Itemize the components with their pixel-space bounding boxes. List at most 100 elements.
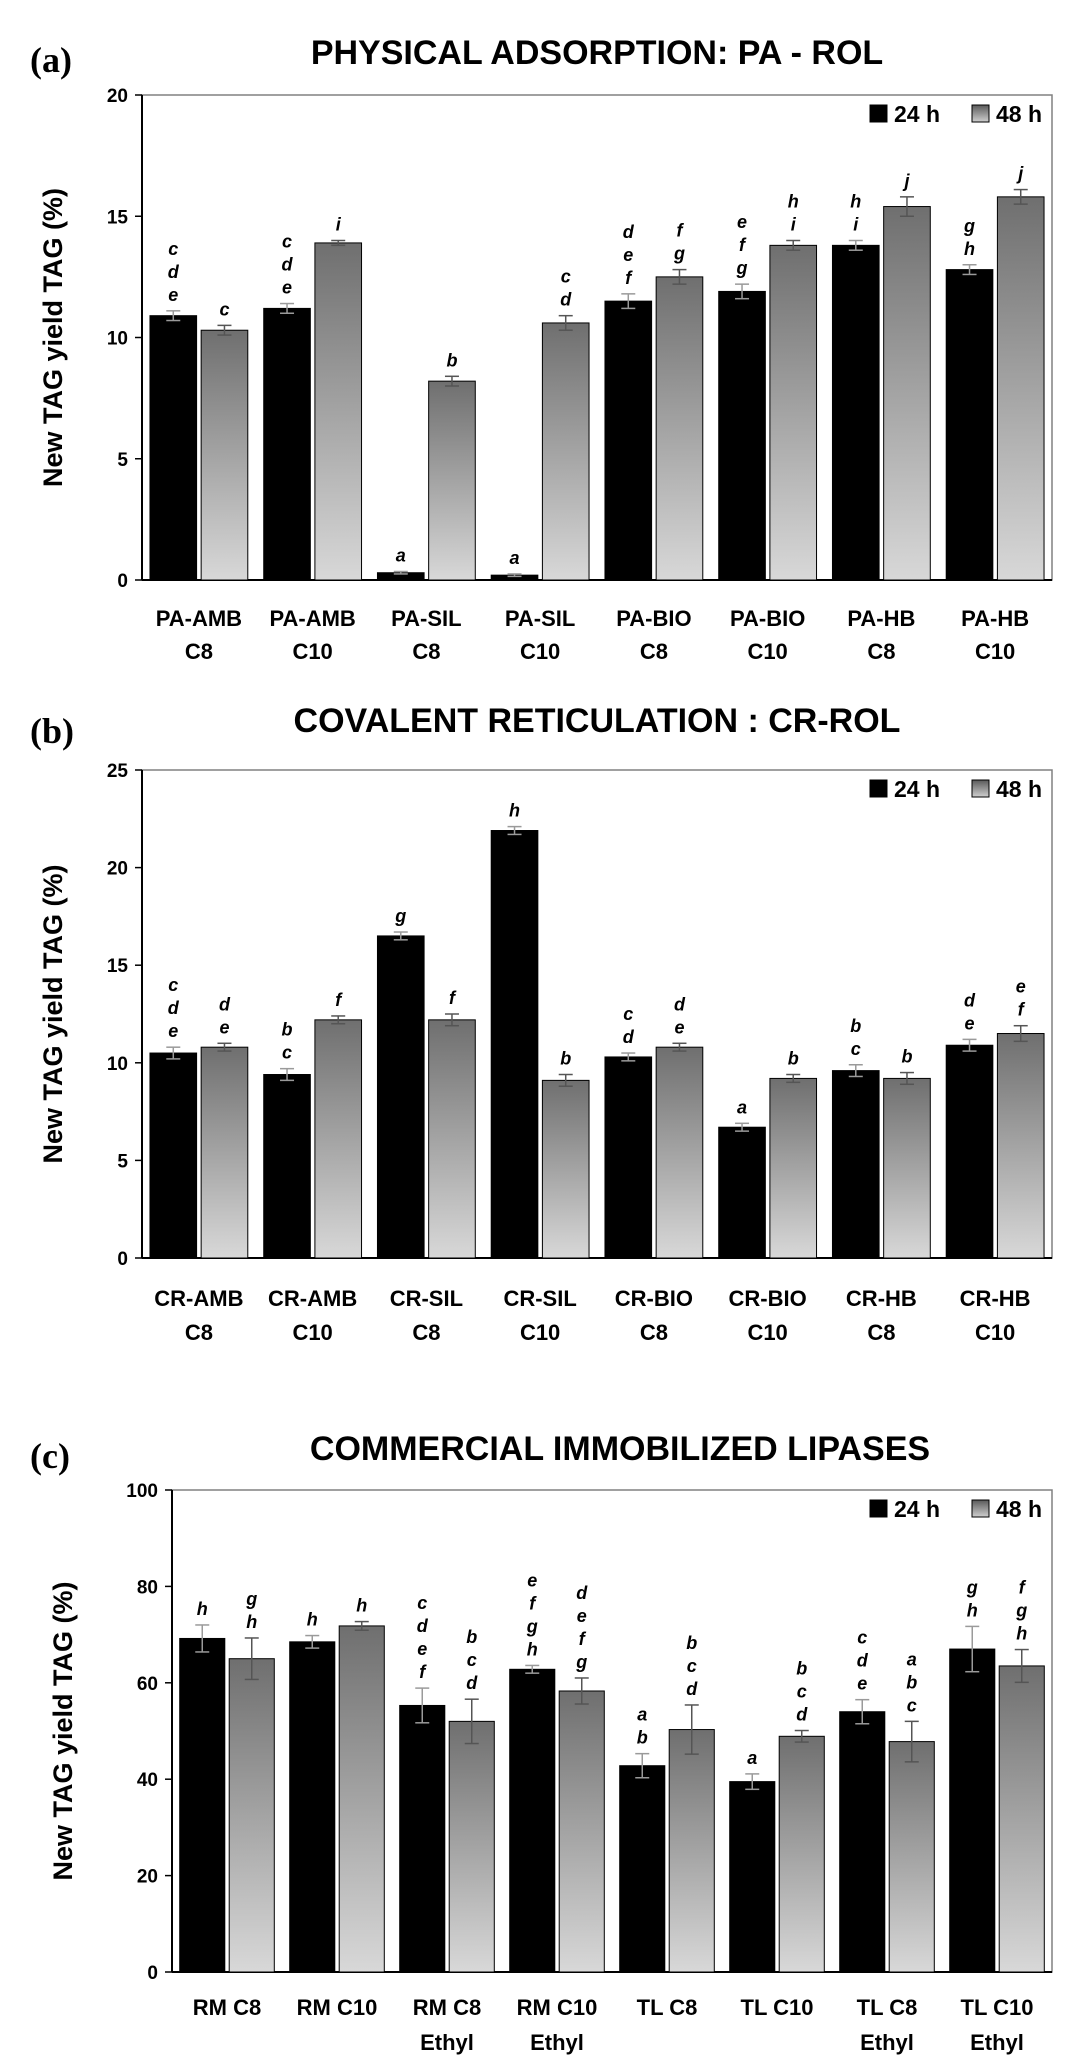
bar-c-48h [558,1690,605,1973]
x-category-label-a: PA-BIO [616,606,691,631]
x-category-label-a: PA-BIO [730,606,805,631]
legend-swatch-48h [971,104,990,123]
significance-letter-a: i [336,215,342,235]
bar-c-24h [619,1765,666,1973]
significance-letter-b: b [560,1049,571,1069]
significance-letter-b: c [851,1039,861,1059]
y-tick-label-c: 0 [147,1963,158,1984]
y-tick-label-c: 100 [126,1481,158,1502]
bar-b-48h [996,1033,1045,1259]
significance-letter-c: g [526,1616,538,1636]
bar-b-24h [604,1056,653,1259]
x-category-label-b: CR-AMB [268,1286,357,1311]
y-tick-label-b: 25 [107,761,129,782]
significance-letter-a: e [623,245,633,265]
significance-letter-c: g [245,1589,257,1609]
bar-c-24h [399,1704,446,1973]
x-category-label-c: Ethyl [860,2030,914,2055]
significance-letter-b: c [623,1004,633,1024]
significance-letter-c: e [527,1570,537,1590]
significance-letter-c: f [529,1593,537,1613]
significance-letter-a: h [850,192,861,212]
significance-letter-c: b [796,1659,807,1679]
x-category-label-b: C8 [185,1320,213,1345]
significance-letter-b: b [282,1020,293,1040]
significance-letter-c: c [467,1650,477,1670]
significance-letter-a: e [282,278,292,298]
y-tick-label-c: 80 [137,1577,158,1598]
legend-label-48h: 48 h [996,1496,1042,1522]
y-axis-label-a: New TAG yield TAG (%) [38,188,68,487]
x-category-label-a: PA-AMB [156,606,242,631]
significance-letter-c: b [906,1672,917,1692]
x-category-label-c: Ethyl [530,2030,584,2055]
significance-letter-b: e [219,1017,229,1037]
significance-letter-a: j [902,171,910,191]
significance-letter-a: i [791,215,797,235]
y-tick-label-a: 10 [107,329,128,350]
bar-b-24h [831,1070,880,1259]
significance-letter-a: c [168,239,178,259]
chart-a-svg: (a) PHYSICAL ADSORPTION: PA - ROL New TAG … [30,34,1053,664]
significance-letter-b: f [449,988,457,1008]
bar-a-48h [428,380,476,581]
x-category-label-c: TL C10 [741,1995,814,2020]
significance-letter-b: d [623,1027,635,1047]
significance-letter-c: e [417,1639,427,1659]
legend-label-48h: 48 h [996,776,1042,802]
x-category-label-b: CR-SIL [390,1286,463,1311]
bar-c-24h [839,1711,886,1973]
significance-letter-b: d [168,998,180,1018]
significance-letter-a: g [736,258,748,278]
y-tick-label-b: 15 [107,956,129,977]
x-category-label-b: CR-BIO [615,1286,693,1311]
significance-letter-a: c [561,267,571,287]
significance-letter-c: h [527,1639,538,1659]
x-category-label-a: C10 [747,639,787,664]
significance-letter-c: d [466,1673,478,1693]
bar-b-24h [490,830,539,1259]
y-axis-label-b: New TAG yield TAG (%) [38,864,68,1163]
x-category-label-a: C10 [975,639,1015,664]
significance-letter-b: d [674,994,686,1014]
x-category-label-a: PA-HB [847,606,915,631]
bar-c-48h [778,1735,825,1973]
legend-swatch-24h [869,104,888,123]
x-category-label-a: PA-AMB [269,606,355,631]
significance-letter-c: h [1016,1624,1027,1644]
significance-letter-a: g [963,216,975,236]
bar-c-24h [729,1781,776,1973]
x-category-label-c: TL C8 [637,1995,698,2020]
significance-letter-c: c [857,1628,867,1648]
bar-c-24h [179,1637,226,1973]
x-category-label-b: C10 [292,1320,332,1345]
bar-b-48h [200,1046,249,1259]
significance-letter-a: i [853,215,859,235]
significance-letter-c: b [637,1728,648,1748]
bar-c-48h [448,1720,495,1973]
significance-letter-a: g [673,244,685,264]
bar-b-48h [883,1077,931,1259]
x-category-label-a: C10 [292,639,332,664]
significance-letter-c: c [907,1695,917,1715]
significance-letter-a: d [168,262,180,282]
bar-b-48h [314,1019,363,1259]
significance-letter-c: c [797,1682,807,1702]
significance-letter-a: d [560,290,572,310]
x-category-label-b: C8 [867,1320,895,1345]
bar-a-24h [831,244,880,581]
y-axis-label-c: New TAG yield TAG (%) [48,1581,78,1880]
legend-label-48h: 48 h [996,101,1042,127]
chart-c-svg: (c) COMMERCIAL IMMOBILIZED LIPASES New TAG… [30,1430,1053,2055]
bar-a-24h [945,269,994,581]
significance-letter-c: c [687,1656,697,1676]
chart-b-svg: (b) COVALENT RETICULATION : CR-ROL New TAG… [30,702,1053,1345]
bar-a-48h [996,196,1045,581]
legend-label-24h: 24 h [894,101,940,127]
significance-letter-b: g [394,906,406,926]
significance-letter-a: f [739,235,747,255]
bar-a-48h [200,329,249,581]
bar-b-48h [541,1079,590,1259]
bar-b-48h [655,1046,704,1259]
significance-letter-a: h [964,239,975,259]
